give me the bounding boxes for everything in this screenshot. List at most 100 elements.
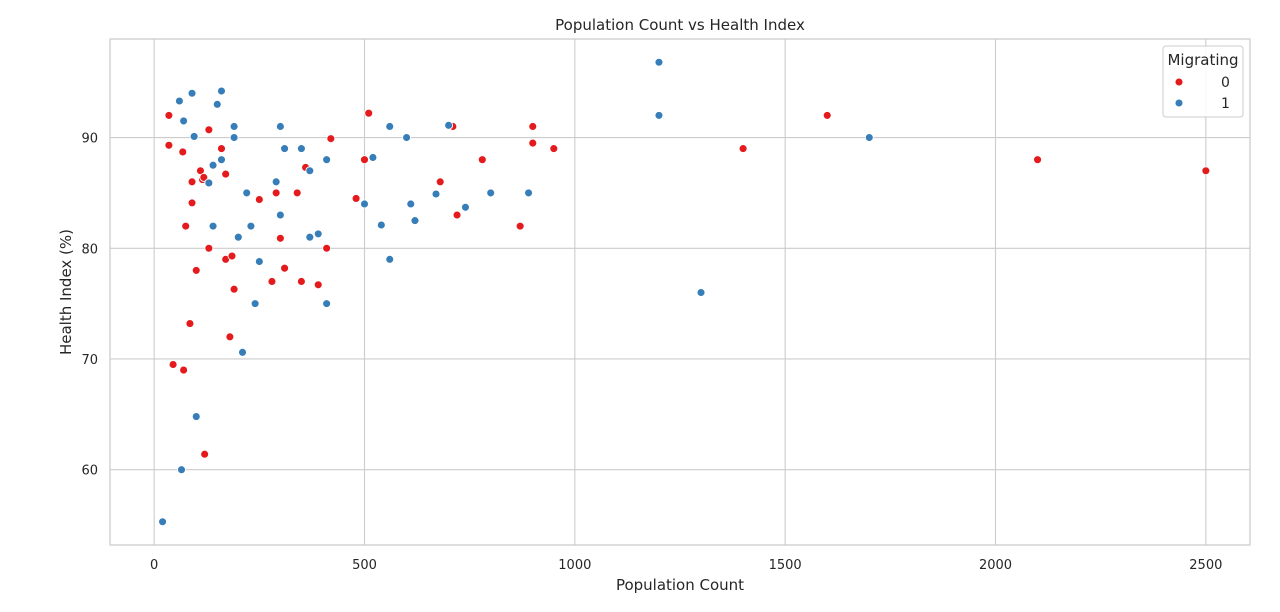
data-point-migrating-0 xyxy=(204,125,214,135)
data-point-migrating-1 xyxy=(158,517,168,527)
data-point-migrating-0 xyxy=(187,177,197,187)
legend-marker-0 xyxy=(1174,77,1184,87)
data-point-migrating-0 xyxy=(221,169,231,179)
data-point-migrating-1 xyxy=(189,131,199,141)
data-point-migrating-0 xyxy=(225,332,235,342)
data-point-migrating-1 xyxy=(322,299,332,309)
x-tick-label: 0 xyxy=(150,558,158,573)
data-point-migrating-0 xyxy=(200,449,210,459)
data-point-migrating-1 xyxy=(360,199,369,209)
data-point-migrating-0 xyxy=(204,243,214,253)
data-point-migrating-0 xyxy=(178,147,188,157)
data-point-migrating-0 xyxy=(822,110,832,120)
data-point-migrating-1 xyxy=(524,188,534,198)
data-point-migrating-0 xyxy=(280,263,290,273)
data-point-migrating-1 xyxy=(233,232,243,242)
data-point-migrating-0 xyxy=(435,177,445,187)
data-point-migrating-1 xyxy=(242,188,252,198)
data-point-migrating-0 xyxy=(271,188,281,198)
data-point-migrating-0 xyxy=(164,140,174,150)
data-point-migrating-1 xyxy=(217,86,226,96)
y-axis-label: Health Index (%) xyxy=(57,229,75,355)
data-point-migrating-1 xyxy=(177,465,186,475)
data-point-migrating-0 xyxy=(351,193,361,203)
legend-label-1: 1 xyxy=(1221,96,1230,112)
x-tick-label: 1500 xyxy=(769,558,802,573)
data-point-migrating-0 xyxy=(1201,166,1211,176)
data-point-migrating-0 xyxy=(229,284,239,294)
data-point-migrating-1 xyxy=(305,232,315,242)
data-point-migrating-0 xyxy=(738,144,748,154)
data-point-migrating-0 xyxy=(322,243,332,253)
data-point-migrating-0 xyxy=(168,360,178,369)
data-point-migrating-0 xyxy=(528,138,538,148)
data-point-migrating-0 xyxy=(292,188,302,198)
data-point-migrating-0 xyxy=(296,277,306,286)
data-point-migrating-0 xyxy=(181,221,191,231)
data-point-migrating-1 xyxy=(179,116,189,126)
data-point-migrating-0 xyxy=(326,134,336,144)
data-point-migrating-1 xyxy=(174,96,184,106)
data-point-migrating-0 xyxy=(275,233,285,243)
tick-labels: 0 500 1000 1500 2000 2500 60 70 80 90 xyxy=(81,132,1222,573)
data-point-migrating-1 xyxy=(461,202,470,212)
data-point-migrating-1 xyxy=(280,144,290,154)
data-point-migrating-0 xyxy=(364,108,374,118)
data-point-migrating-0 xyxy=(187,198,197,208)
data-point-migrating-1 xyxy=(305,166,315,176)
data-point-migrating-0 xyxy=(477,155,487,165)
legend-title: Migrating xyxy=(1167,51,1238,69)
data-point-migrating-0 xyxy=(217,144,226,154)
data-point-migrating-1 xyxy=(368,153,378,162)
x-tick-label: 2000 xyxy=(979,558,1012,573)
data-point-migrating-1 xyxy=(406,199,416,209)
data-points xyxy=(158,57,1211,527)
data-point-migrating-1 xyxy=(212,99,222,109)
data-point-migrating-1 xyxy=(654,57,664,67)
data-point-migrating-1 xyxy=(271,177,281,187)
chart-title: Population Count vs Health Index xyxy=(555,16,805,34)
data-point-migrating-1 xyxy=(410,216,420,226)
data-point-migrating-1 xyxy=(204,178,214,188)
data-point-migrating-0 xyxy=(185,319,195,329)
data-point-migrating-0 xyxy=(313,280,323,290)
y-tick-label: 60 xyxy=(81,464,98,479)
data-point-migrating-1 xyxy=(486,188,496,198)
data-point-migrating-0 xyxy=(1033,155,1043,165)
plot-frame xyxy=(109,38,1251,546)
x-tick-label: 500 xyxy=(352,558,377,573)
data-point-migrating-0 xyxy=(191,265,201,275)
data-point-migrating-1 xyxy=(444,120,454,130)
data-point-migrating-0 xyxy=(528,122,538,131)
data-point-migrating-1 xyxy=(187,88,197,98)
data-point-migrating-1 xyxy=(322,155,332,165)
data-point-migrating-0 xyxy=(227,251,237,261)
data-point-migrating-0 xyxy=(254,195,264,205)
data-point-migrating-1 xyxy=(864,133,874,142)
data-point-migrating-1 xyxy=(296,144,306,154)
grid xyxy=(110,39,1250,545)
data-point-migrating-0 xyxy=(199,172,209,182)
data-point-migrating-0 xyxy=(164,110,174,120)
data-point-migrating-1 xyxy=(385,122,395,131)
data-point-migrating-1 xyxy=(313,229,323,239)
data-point-migrating-1 xyxy=(238,347,247,357)
data-point-migrating-1 xyxy=(376,220,386,230)
data-point-migrating-1 xyxy=(254,257,264,266)
x-tick-label: 2500 xyxy=(1189,558,1222,573)
y-tick-label: 70 xyxy=(81,353,98,368)
data-point-migrating-0 xyxy=(452,210,462,220)
data-point-migrating-1 xyxy=(208,221,218,231)
data-point-migrating-0 xyxy=(179,365,189,375)
y-tick-label: 80 xyxy=(81,242,98,257)
data-point-migrating-1 xyxy=(250,299,260,309)
data-point-migrating-1 xyxy=(696,288,706,297)
data-point-migrating-1 xyxy=(246,221,256,231)
data-point-migrating-1 xyxy=(654,110,664,120)
legend-marker-1 xyxy=(1174,98,1184,108)
data-point-migrating-0 xyxy=(267,277,277,286)
legend-frame xyxy=(1162,45,1244,118)
data-point-migrating-1 xyxy=(431,189,441,199)
data-point-migrating-0 xyxy=(515,221,525,231)
legend-label-0: 0 xyxy=(1221,75,1230,91)
